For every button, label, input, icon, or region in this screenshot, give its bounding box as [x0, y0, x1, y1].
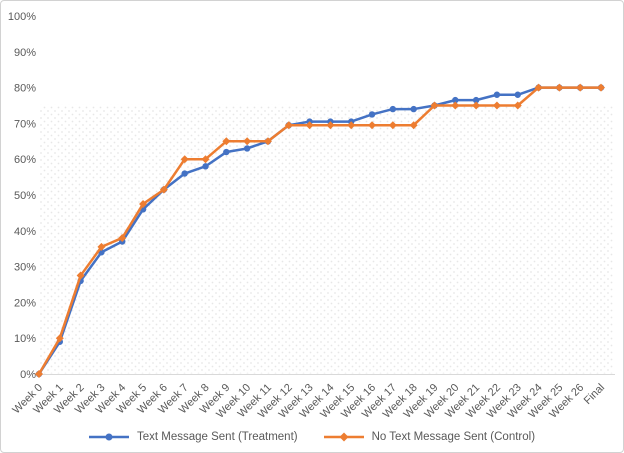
control-data-point-marker [263, 137, 272, 146]
control-data-point-marker [555, 83, 564, 92]
control-data-point-marker [76, 271, 85, 280]
control-data-point-marker [97, 242, 106, 251]
treatment-data-point-marker [452, 96, 459, 104]
control-data-point-marker [139, 199, 148, 208]
control-data-point-marker [409, 121, 418, 130]
legend-item-treatment: Text Message Sent (Treatment) [88, 431, 298, 443]
treatment-data-point-marker [514, 91, 521, 98]
series-line-control [37, 86, 603, 376]
control-data-point-marker [347, 121, 356, 130]
treatment-data-point-marker [410, 105, 417, 113]
y-axis-tick-label: 30% [14, 262, 36, 274]
y-axis-tick-label: 100% [8, 11, 36, 23]
control-data-point-marker [534, 83, 543, 92]
control-data-point-marker [180, 155, 189, 164]
y-axis-tick-label: 40% [14, 226, 36, 238]
y-axis-tick-label: 50% [14, 190, 36, 202]
control-data-point-marker [201, 155, 210, 164]
control-data-point-marker [284, 121, 293, 130]
legend-item-control: No Text Message Sent (Control) [323, 431, 536, 443]
treatment-data-point-marker [389, 105, 397, 113]
treatment-data-point-marker [493, 91, 501, 98]
control-data-point-marker [576, 83, 585, 92]
treatment-series-swatch-icon [88, 433, 129, 441]
y-axis-tick-label: 20% [14, 297, 36, 309]
y-axis-tick-label: 90% [14, 47, 36, 59]
treatment-data-point-marker [243, 145, 251, 152]
treatment-data-point-marker [202, 163, 209, 170]
control-data-point-marker [513, 101, 522, 110]
control-data-point-marker [430, 101, 439, 110]
control-data-point-marker [222, 137, 231, 146]
control-data-point-marker [492, 101, 501, 110]
y-axis-tick-label: 10% [14, 333, 36, 345]
x-axis-tick-label: Final [582, 382, 607, 407]
treatment-data-point-marker [368, 111, 376, 118]
y-axis-tick-label: 60% [14, 154, 36, 166]
y-axis-tick-label: 70% [14, 118, 36, 130]
control-data-point-marker [118, 233, 127, 242]
treatment-data-point-marker [472, 96, 480, 104]
control-data-point-marker [472, 101, 481, 110]
control-data-point-marker [388, 121, 397, 130]
control-data-point-marker [243, 137, 252, 146]
control-data-point-marker [597, 83, 605, 92]
control-data-point-marker [451, 101, 460, 110]
legend-label-treatment: Text Message Sent (Treatment) [136, 431, 298, 443]
y-axis-tick-label: 0% [20, 369, 36, 381]
control-data-point-marker [326, 121, 335, 130]
chart-legend: Text Message Sent (Treatment) No Text Me… [1, 431, 623, 443]
control-data-point-marker [35, 370, 43, 378]
treatment-data-point-marker [223, 148, 230, 156]
series-line-treatment [37, 86, 603, 376]
legend-label-control: No Text Message Sent (Control) [371, 431, 536, 443]
control-data-point-marker [368, 121, 377, 130]
y-axis-tick-label: 80% [14, 83, 36, 95]
plot-area-texture [39, 104, 614, 374]
control-series-swatch-icon [323, 432, 364, 442]
control-data-point-marker [305, 121, 314, 130]
treatment-data-point-marker [181, 170, 188, 177]
control-data-point-marker [55, 334, 64, 343]
control-data-point-marker [159, 185, 168, 194]
